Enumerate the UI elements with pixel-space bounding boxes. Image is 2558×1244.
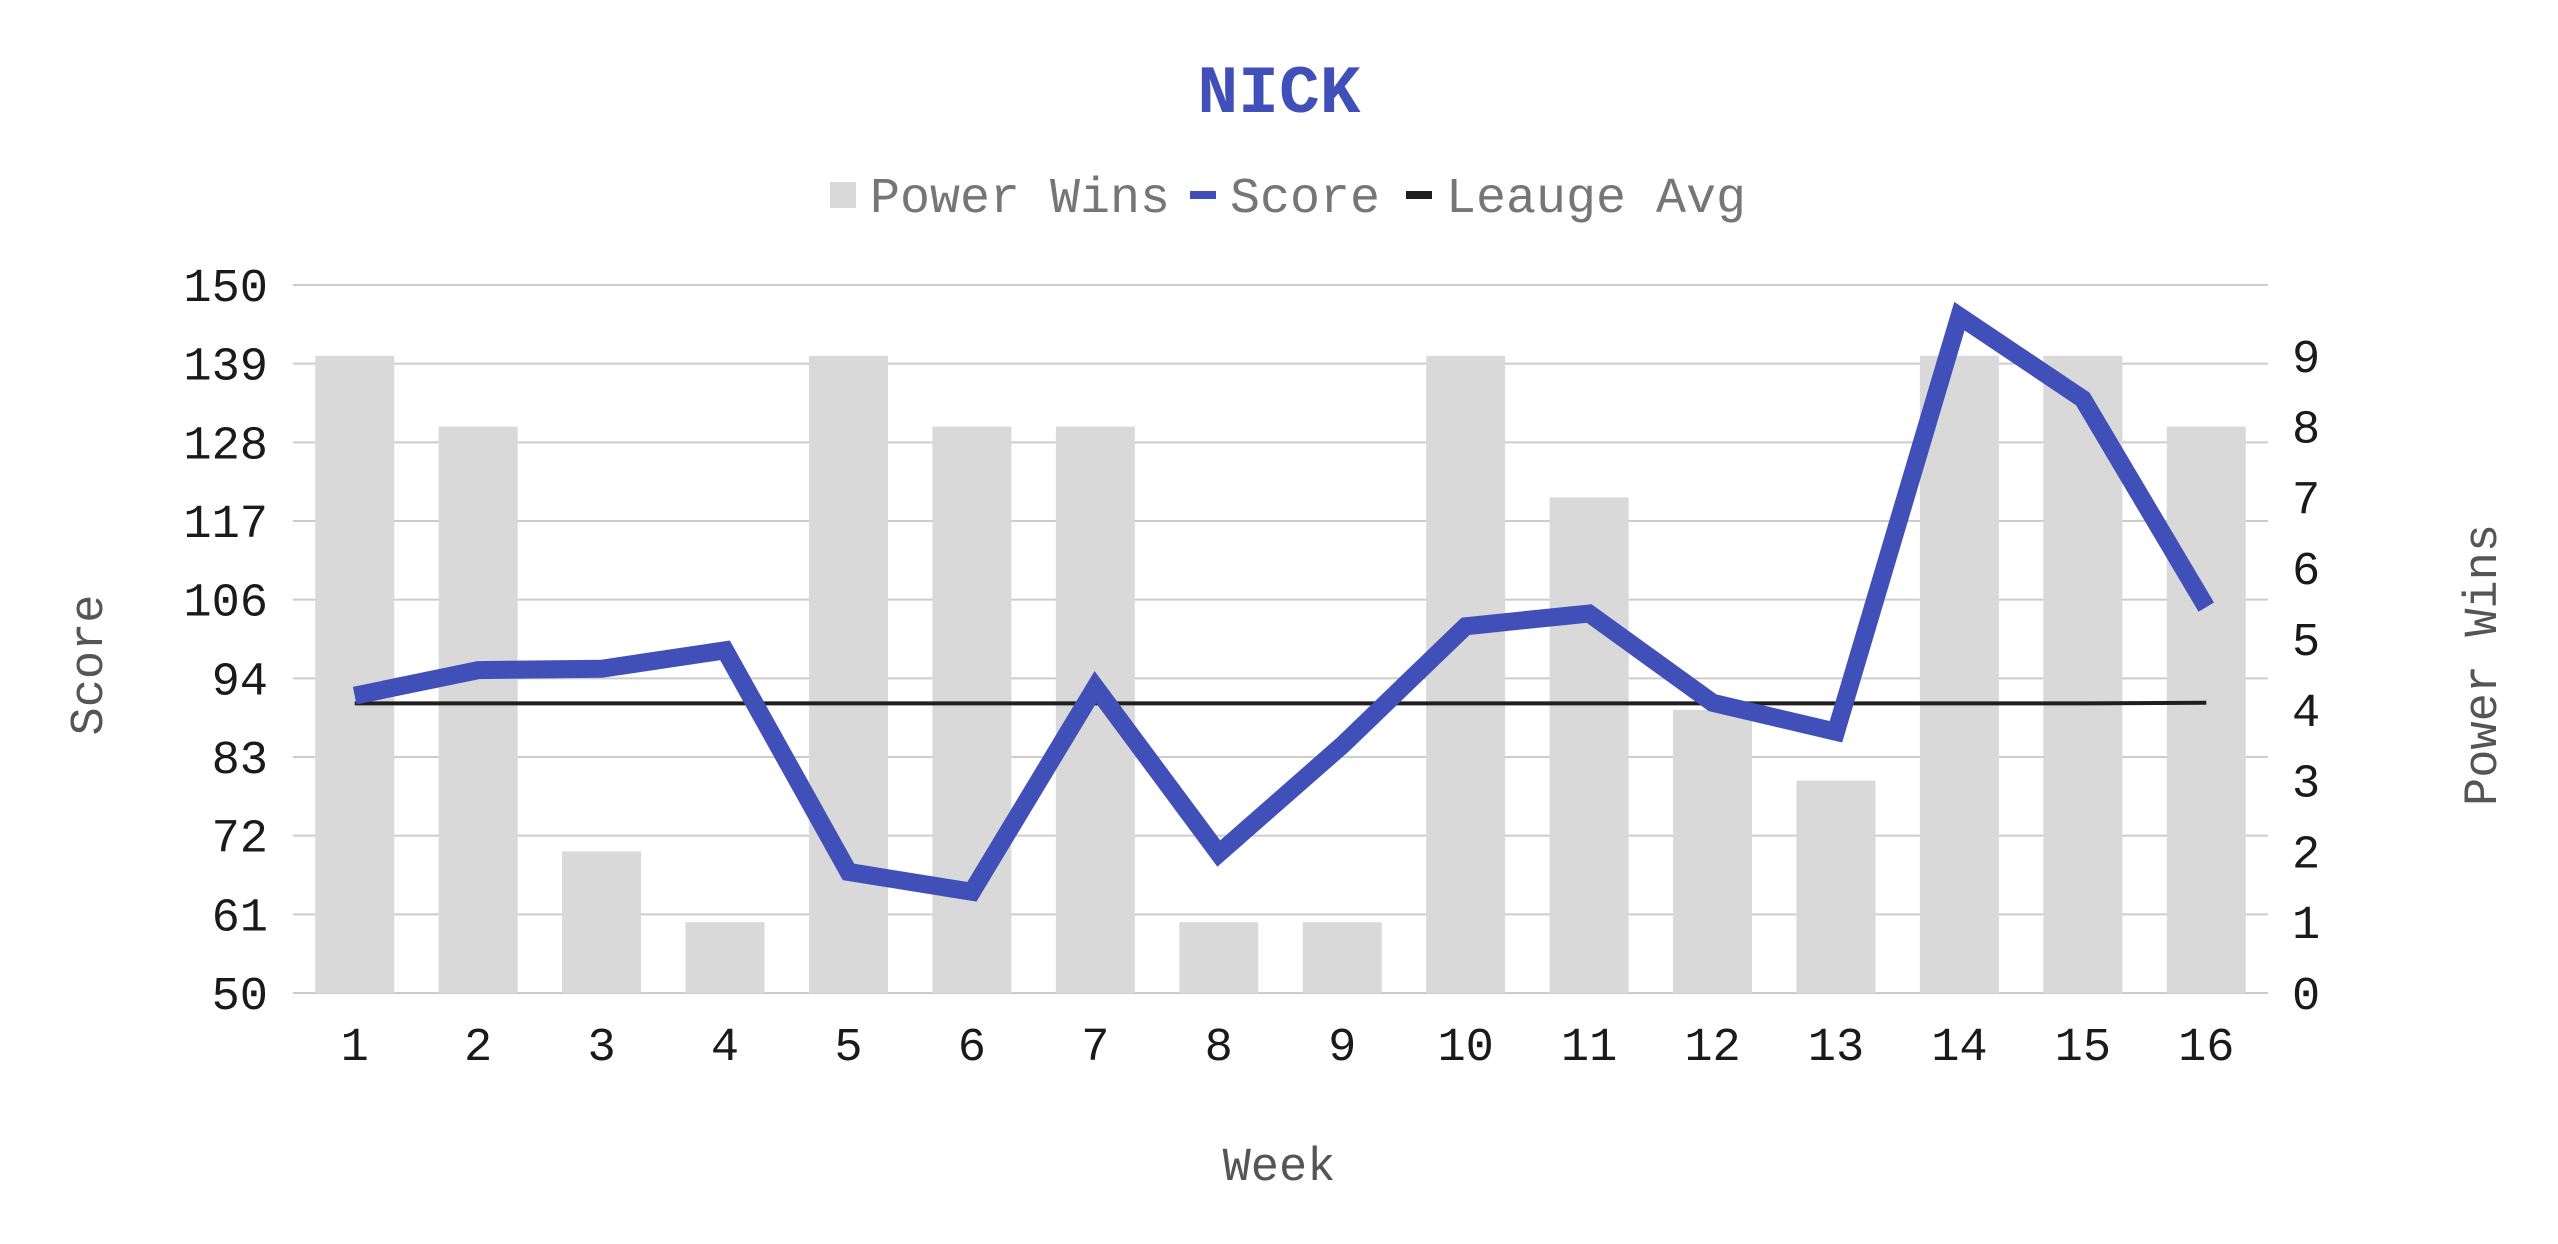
- bar-power-wins: [1549, 497, 1629, 993]
- x-axis-title: Week: [1223, 1142, 1336, 1195]
- bar-power-wins: [1919, 355, 1999, 993]
- x-tick-label: 11: [1561, 1022, 1617, 1075]
- legend-swatch-power-wins: [830, 182, 856, 208]
- x-tick-label: 12: [1684, 1022, 1740, 1075]
- y-tick-label: 139: [183, 342, 268, 395]
- bar-power-wins: [1796, 780, 1876, 993]
- bar-power-wins: [1673, 709, 1753, 993]
- legend-swatch-score: [1190, 191, 1216, 199]
- x-tick-label: 2: [464, 1022, 492, 1075]
- y2-axis-title: Power Wins: [2458, 524, 2511, 806]
- x-tick-label: 13: [1808, 1022, 1864, 1075]
- league-avg-line: [354, 700, 2207, 706]
- bar-power-wins: [808, 355, 888, 993]
- bar-power-wins: [685, 922, 765, 993]
- score-line: [352, 301, 2215, 902]
- x-tick-label: 8: [1205, 1022, 1233, 1075]
- x-tick-label: 10: [1437, 1022, 1493, 1075]
- y2-tick-label: 0: [2292, 971, 2320, 1024]
- y-axis-left-ticks: 50 61 72 83 94 106 117 128 139 150: [183, 263, 268, 1024]
- x-tick-label: 6: [958, 1022, 986, 1075]
- legend-label: Leauge Avg: [1446, 171, 1746, 228]
- y2-tick-label: 6: [2292, 546, 2320, 599]
- y-axis-right-ticks: 0 1 2 3 4 5 6 7 8 9: [2292, 334, 2320, 1024]
- chart-title: NICK: [1197, 56, 1360, 133]
- power-wins-bars: [315, 355, 2246, 994]
- legend-label: Score: [1230, 171, 1380, 228]
- bar-power-wins: [2043, 355, 2123, 993]
- y2-tick-label: 4: [2292, 688, 2320, 741]
- y2-tick-label: 7: [2292, 475, 2320, 528]
- x-tick-label: 5: [834, 1022, 862, 1075]
- x-tick-label: 14: [1931, 1022, 1987, 1075]
- y-tick-label: 72: [212, 814, 268, 867]
- y-tick-label: 150: [183, 263, 268, 316]
- legend: Power Wins Score Leauge Avg: [830, 171, 1746, 228]
- y-tick-label: 117: [183, 499, 268, 552]
- y-tick-label: 106: [183, 578, 268, 631]
- y2-tick-label: 9: [2292, 334, 2320, 387]
- y-tick-label: 128: [183, 420, 268, 473]
- bar-power-wins: [2166, 426, 2246, 994]
- x-tick-label: 16: [2178, 1022, 2234, 1075]
- bar-power-wins: [315, 355, 395, 993]
- league-avg-line-group: [354, 700, 2207, 706]
- y2-tick-label: 2: [2292, 829, 2320, 882]
- y-axis-title: Score: [64, 594, 117, 735]
- x-tick-label: 1: [341, 1022, 369, 1075]
- score-line-group: [352, 301, 2215, 902]
- x-tick-label: 4: [711, 1022, 739, 1075]
- bar-power-wins: [1302, 922, 1382, 993]
- legend-label: Power Wins: [870, 171, 1170, 228]
- x-tick-label: 15: [2055, 1022, 2111, 1075]
- y2-tick-label: 5: [2292, 617, 2320, 670]
- y-tick-label: 50: [212, 971, 268, 1024]
- bar-power-wins: [932, 426, 1012, 994]
- bar-power-wins: [562, 851, 642, 993]
- bar-power-wins: [438, 426, 518, 994]
- y-tick-label: 83: [212, 735, 268, 788]
- bar-power-wins: [1426, 355, 1506, 993]
- x-axis-ticks: 1 2 3 4 5 6 7 8 9 10 11 12 13 14 15 16: [341, 1022, 2235, 1075]
- y2-tick-label: 8: [2292, 405, 2320, 458]
- y2-tick-label: 3: [2292, 759, 2320, 812]
- x-tick-label: 9: [1328, 1022, 1356, 1075]
- legend-swatch-league-avg: [1406, 191, 1432, 199]
- y-tick-label: 94: [212, 656, 268, 709]
- x-tick-label: 7: [1081, 1022, 1109, 1075]
- y-tick-label: 61: [212, 892, 268, 945]
- y2-tick-label: 1: [2292, 900, 2320, 953]
- x-tick-label: 3: [587, 1022, 615, 1075]
- bar-power-wins: [1179, 922, 1259, 993]
